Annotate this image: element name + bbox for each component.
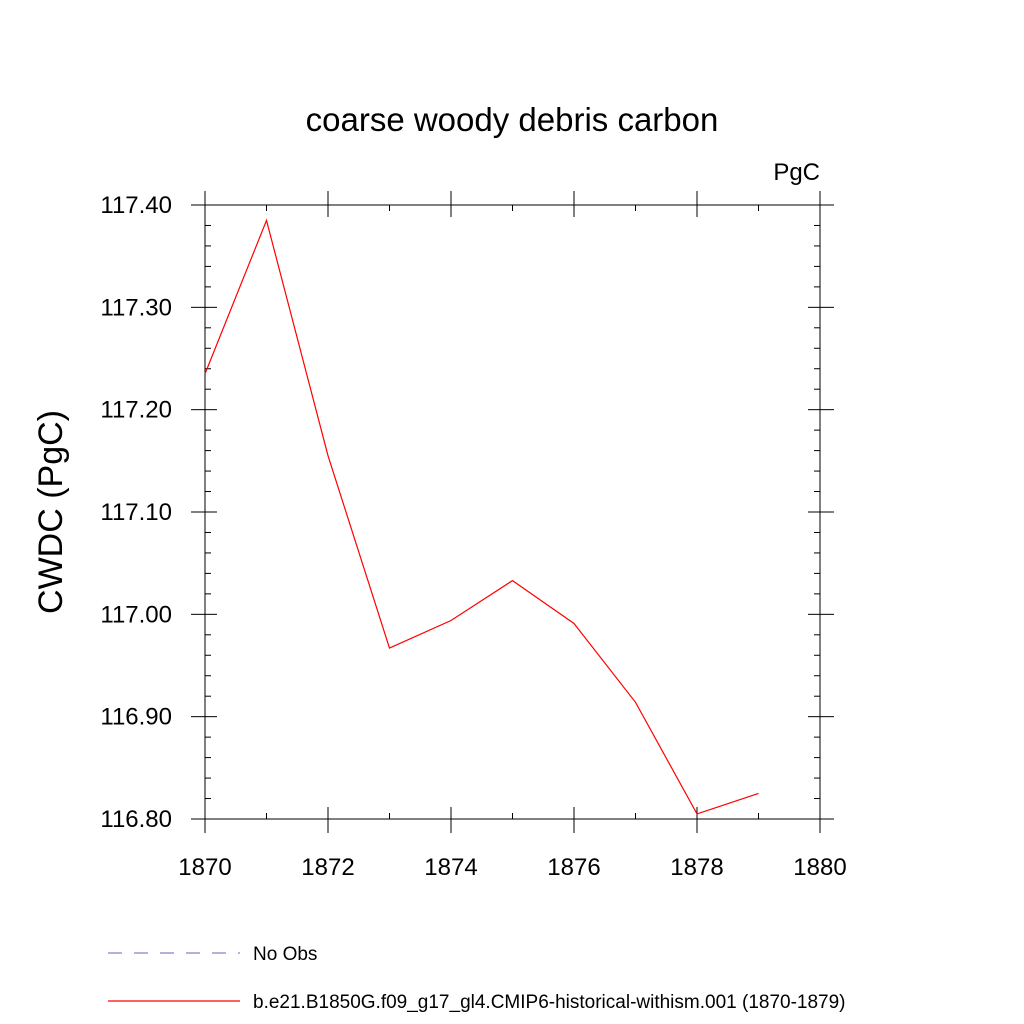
x-tick-label: 1874 xyxy=(424,854,477,881)
x-tick-label: 1878 xyxy=(670,854,723,881)
y-tick-label: 117.40 xyxy=(100,192,172,219)
y-tick-label: 116.80 xyxy=(100,806,172,833)
plot-frame xyxy=(204,204,821,820)
series-line xyxy=(204,218,759,815)
y-tick-label: 117.20 xyxy=(100,397,172,424)
y-tick-label: 117.10 xyxy=(100,499,172,526)
y-tick-label: 116.90 xyxy=(100,704,172,731)
x-tick-label: 1870 xyxy=(178,854,231,881)
legend: No Obs b.e21.B1850G.f09_g17_gl4.CMIP6-his… xyxy=(108,944,846,1013)
y-axis-label: CWDC (PgC) xyxy=(32,410,70,614)
legend-label: No Obs xyxy=(253,944,317,965)
units-label: PgC xyxy=(773,159,820,186)
axis-ticks: 1870 1872 1874 1876 1878 1880 116.80 116.90 117.… xyxy=(100,191,847,881)
y-tick-label: 117.30 xyxy=(100,294,172,321)
x-tick-label: 1872 xyxy=(301,854,354,881)
x-tick-label: 1880 xyxy=(793,854,846,881)
series-layer xyxy=(204,218,759,815)
x-tick-label: 1876 xyxy=(547,854,600,881)
legend-label: b.e21.B1850G.f09_g17_gl4.CMIP6-historica… xyxy=(253,992,846,1013)
chart-title: coarse woody debris carbon xyxy=(306,101,719,138)
y-tick-label: 117.00 xyxy=(100,601,172,628)
